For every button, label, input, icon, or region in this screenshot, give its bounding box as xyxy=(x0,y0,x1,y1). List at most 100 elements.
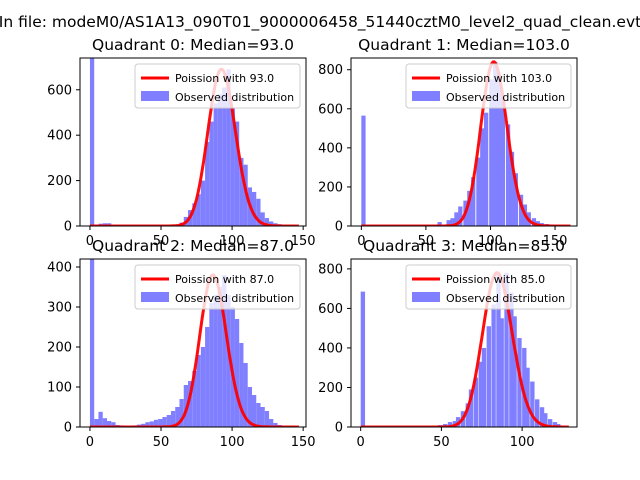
histogram-bar xyxy=(496,73,502,226)
histogram-bar xyxy=(226,69,231,226)
histogram-bar xyxy=(153,419,159,427)
histogram-bar xyxy=(200,180,206,226)
y-tick-label: 200 xyxy=(47,341,72,356)
legend-box xyxy=(134,63,301,109)
axes-frame xyxy=(79,258,307,428)
legend: Poission with 103.0 Observed distribution xyxy=(405,63,572,109)
y-tick-label: 800 xyxy=(318,262,343,277)
histogram-bar xyxy=(166,415,171,427)
y-tick-label: 200 xyxy=(318,180,343,195)
panel-title: Quadrant 0: Median=93.0 xyxy=(92,36,294,54)
histogram-bar xyxy=(504,272,509,427)
histogram-bar xyxy=(471,177,476,226)
histogram-bar xyxy=(179,399,184,427)
histogram-bar xyxy=(486,326,491,427)
legend-box xyxy=(405,264,572,310)
y-tick-label: 200 xyxy=(318,381,343,396)
histogram-bar xyxy=(447,422,453,427)
histogram-bar xyxy=(230,107,235,226)
histogram-bar xyxy=(192,371,197,427)
histogram-bar xyxy=(552,422,558,427)
x-tick-label: 50 xyxy=(153,435,170,450)
x-tick-label: 0 xyxy=(86,435,94,450)
x-tick-label: 0 xyxy=(357,435,365,450)
histogram-bar xyxy=(205,327,210,427)
x-tick-label: 50 xyxy=(153,234,170,249)
histogram-bar xyxy=(188,381,193,427)
legend: Poission with 87.0 Observed distribution xyxy=(134,264,301,310)
histogram-bar xyxy=(222,87,227,226)
histogram-bar xyxy=(175,407,180,427)
histogram-bar xyxy=(522,347,527,427)
quadrant-panel-1: 0 50 100 150 0 200 400 600 800 Poission with 103.… xyxy=(318,36,578,249)
axes-frame xyxy=(350,258,578,428)
histogram-bar xyxy=(539,407,545,427)
histogram-bar xyxy=(491,304,496,427)
histogram-bar xyxy=(476,157,481,226)
legend-hist-label: Observed distribution xyxy=(446,292,565,305)
histogram-bar xyxy=(213,295,218,427)
legend-fit-label: Poission with 85.0 xyxy=(446,273,545,286)
histogram-bar xyxy=(247,387,252,427)
histogram-bar xyxy=(273,423,278,427)
histogram-bar xyxy=(196,355,201,427)
figure-suptitle: In file: modeM0/AS1A13_090T01_9000006458… xyxy=(0,13,640,32)
histogram-bar xyxy=(499,318,504,427)
histogram-bar xyxy=(239,157,244,226)
y-tick-label: 400 xyxy=(318,341,343,356)
histogram-bar xyxy=(149,421,154,427)
histogram-bar xyxy=(234,121,240,226)
histogram-bar xyxy=(269,221,274,226)
x-tick-label: 100 xyxy=(510,435,535,450)
panel-title: Quadrant 3: Median=85.0 xyxy=(363,237,565,255)
panel-title: Quadrant 2: Median=87.0 xyxy=(92,237,294,255)
histogram-bar xyxy=(222,275,227,427)
histogram-bar xyxy=(496,272,501,427)
histogram-bar xyxy=(269,419,274,427)
y-tick-label: 0 xyxy=(335,220,343,235)
histogram-bar xyxy=(205,142,210,226)
histogram-bar xyxy=(209,303,214,427)
quadrant-panel-3: 0 50 100 0 200 400 600 800 Poission with 85.0 Obs… xyxy=(318,237,578,450)
histogram-bar xyxy=(264,411,270,427)
panel-title: Quadrant 1: Median=103.0 xyxy=(358,36,570,54)
histogram-bar xyxy=(360,291,366,427)
histogram-bar xyxy=(162,417,167,427)
histogram-bar xyxy=(170,411,176,427)
x-tick-label: 100 xyxy=(478,234,503,249)
histogram-bar xyxy=(256,403,261,427)
histogram-bar xyxy=(217,94,223,226)
legend-fit-label: Poission with 87.0 xyxy=(175,273,274,286)
histogram-bar xyxy=(512,316,517,427)
x-tick-label: 50 xyxy=(433,435,450,450)
legend-fit-label: Poission with 93.0 xyxy=(175,72,274,85)
histogram-bar xyxy=(535,399,540,427)
x-tick-label: 150 xyxy=(543,234,568,249)
histogram-bar xyxy=(98,411,103,427)
legend-hist-label: Observed distribution xyxy=(446,91,565,104)
x-tick-label: 50 xyxy=(418,234,435,249)
histogram-bar xyxy=(158,419,163,427)
poisson-fit-line xyxy=(89,67,299,226)
quadrant-panel-2: 0 50 100 150 0 100 200 300 400 Poission with 87.0… xyxy=(47,237,315,450)
histogram-bar xyxy=(251,395,257,427)
histogram-bar xyxy=(454,212,459,226)
histogram-bar xyxy=(260,407,265,427)
histogram-bar xyxy=(480,128,485,226)
histogram-bar xyxy=(141,423,146,427)
histogram-bar xyxy=(107,421,112,427)
y-tick-label: 800 xyxy=(318,63,343,78)
axes-frame xyxy=(79,57,307,227)
histogram-bar xyxy=(450,218,455,226)
quadrant-panel-0: 0 50 100 150 0 200 400 600 Poission with 93.0 Obs… xyxy=(47,36,315,249)
histogram-bar xyxy=(458,206,463,226)
histogram-bar xyxy=(489,79,494,226)
x-tick-label: 150 xyxy=(291,435,316,450)
histogram-bar xyxy=(234,319,240,427)
histogram-bar xyxy=(361,115,366,226)
plot-area xyxy=(89,58,299,226)
histogram-bar xyxy=(437,222,442,226)
poisson-fit-line xyxy=(361,60,571,226)
x-tick-label: 0 xyxy=(357,234,365,249)
